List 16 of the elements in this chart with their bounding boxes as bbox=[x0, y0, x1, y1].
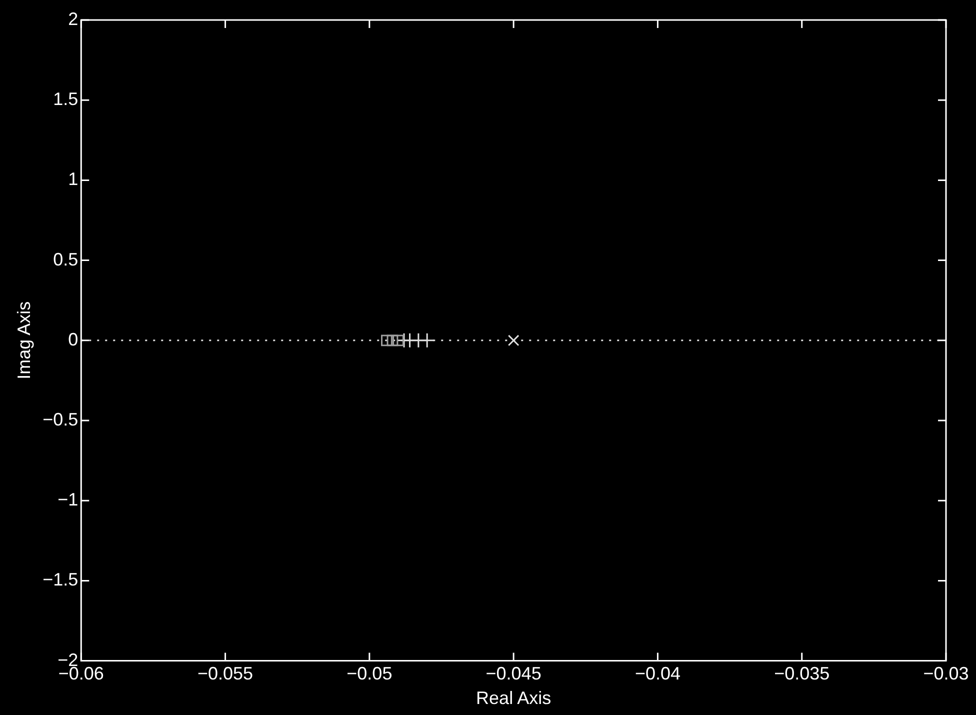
y-tick-label: 0 bbox=[68, 329, 78, 350]
y-tick-label: 1 bbox=[68, 169, 78, 190]
x-tick-label: −0.04 bbox=[634, 664, 680, 684]
y-tick-label: −1.5 bbox=[42, 570, 78, 590]
x-axis-title: Real Axis bbox=[476, 688, 552, 708]
x-tick-label: −0.03 bbox=[923, 664, 969, 684]
y-tick-label: 0.5 bbox=[53, 249, 78, 270]
x-tick-label: −0.035 bbox=[774, 664, 830, 684]
x-tick-label: −0.05 bbox=[346, 664, 392, 684]
y-tick-label: 1.5 bbox=[53, 89, 78, 110]
y-tick-label: −1 bbox=[58, 490, 78, 510]
x-tick-label: −0.045 bbox=[486, 664, 542, 684]
y-axis-title: Imag Axis bbox=[14, 301, 34, 380]
x-tick-label: −0.055 bbox=[197, 664, 254, 684]
y-tick-label: −0.5 bbox=[42, 409, 78, 430]
y-tick-label: 2 bbox=[68, 8, 78, 29]
